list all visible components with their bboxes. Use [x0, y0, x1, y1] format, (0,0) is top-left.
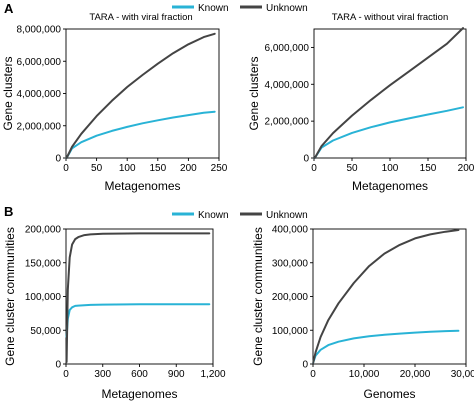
series-line-known	[312, 329, 460, 364]
y-tick-label: 6,000,000	[17, 57, 62, 68]
plot-frame	[65, 228, 214, 365]
panel-label-b: B	[4, 204, 13, 219]
x-tick-label: 300	[94, 369, 111, 380]
y-tick-label: 4,000,000	[265, 80, 310, 91]
x-axis-label: Metagenomes	[352, 179, 428, 193]
y-tick-label: 50,000	[30, 326, 61, 337]
y-tick-label: 0	[302, 360, 308, 371]
x-tick-label: 200	[458, 163, 474, 174]
y-axis-label: Gene clusters	[247, 56, 261, 130]
x-axis-label: Metagenomes	[104, 179, 180, 193]
x-tick-label: 150	[420, 163, 437, 174]
panel-label-a: A	[4, 1, 14, 16]
x-tick-label: 200	[180, 163, 197, 174]
y-tick-label: 0	[303, 154, 309, 165]
y-tick-label: 2,000,000	[265, 117, 310, 128]
legend-bottom: Known Unknown	[172, 210, 308, 221]
x-axis-label: Genomes	[363, 387, 415, 401]
series-line-unknown	[312, 229, 460, 364]
chart-title: TARA - with viral fraction	[89, 12, 192, 23]
x-tick-label: 50	[91, 163, 103, 174]
x-tick-label: 600	[131, 369, 148, 380]
x-tick-label: 0	[310, 369, 316, 380]
chart-panel-a-left: TARA - with viral fraction 0 50 100 150 200 25…	[1, 12, 228, 193]
series-line-known	[313, 106, 464, 159]
x-axis-label: Metagenomes	[101, 387, 177, 401]
y-axis-label: Gene cluster communities	[3, 227, 17, 366]
chart-panel-a-right: TARA - without viral fraction 0 50 100 150 20…	[247, 12, 474, 193]
legend-bottom-unknown-label: Unknown	[266, 210, 308, 221]
plot-frame	[312, 228, 467, 365]
y-tick-label: 150,000	[25, 258, 62, 269]
chart-title: TARA - without viral fraction	[332, 12, 449, 23]
legend-top-unknown-label: Unknown	[266, 3, 308, 14]
legend-top-known-label: Known	[198, 3, 229, 14]
x-tick-label: 0	[63, 163, 69, 174]
x-tick-label: 1,200	[200, 369, 225, 380]
y-tick-label: 100,000	[272, 326, 309, 337]
y-tick-label: 300,000	[272, 258, 309, 269]
x-tick-label: 100	[119, 163, 136, 174]
y-tick-label: 8,000,000	[17, 25, 62, 36]
x-tick-label: 30,000	[451, 369, 474, 380]
y-tick-label: 400,000	[272, 225, 309, 236]
x-tick-label: 900	[168, 369, 185, 380]
x-tick-label: 0	[63, 369, 69, 380]
x-tick-label: 20,000	[400, 369, 431, 380]
x-tick-label: 100	[382, 163, 399, 174]
chart-panel-b-left: 0 300 600 900 1,200 0 50,000 100,000 150,000 200,…	[3, 225, 226, 401]
chart-panel-b-right: 0 10,000 20,000 30,000 0 100,000 200,000 300,00…	[251, 225, 474, 401]
y-tick-label: 2,000,000	[17, 121, 62, 132]
series-line-known	[65, 303, 211, 338]
series-line-unknown	[65, 32, 216, 159]
y-tick-label: 6,000,000	[265, 43, 310, 54]
y-axis-label: Gene cluster communities	[251, 227, 265, 366]
series-line-unknown	[313, 27, 464, 159]
y-axis-label: Gene clusters	[1, 56, 15, 130]
y-tick-label: 0	[55, 154, 61, 165]
legend-top: Known Unknown	[172, 3, 308, 14]
y-tick-label: 0	[55, 360, 61, 371]
x-tick-label: 50	[346, 163, 358, 174]
x-tick-label: 250	[211, 163, 228, 174]
y-tick-label: 4,000,000	[17, 89, 62, 100]
x-tick-label: 0	[311, 163, 317, 174]
x-tick-label: 10,000	[349, 369, 380, 380]
legend-bottom-known-label: Known	[198, 210, 229, 221]
y-tick-label: 200,000	[272, 292, 309, 303]
y-tick-label: 200,000	[25, 225, 62, 236]
y-tick-label: 100,000	[25, 292, 62, 303]
series-line-known	[65, 110, 216, 159]
x-tick-label: 150	[149, 163, 166, 174]
series-line-unknown	[65, 232, 211, 363]
